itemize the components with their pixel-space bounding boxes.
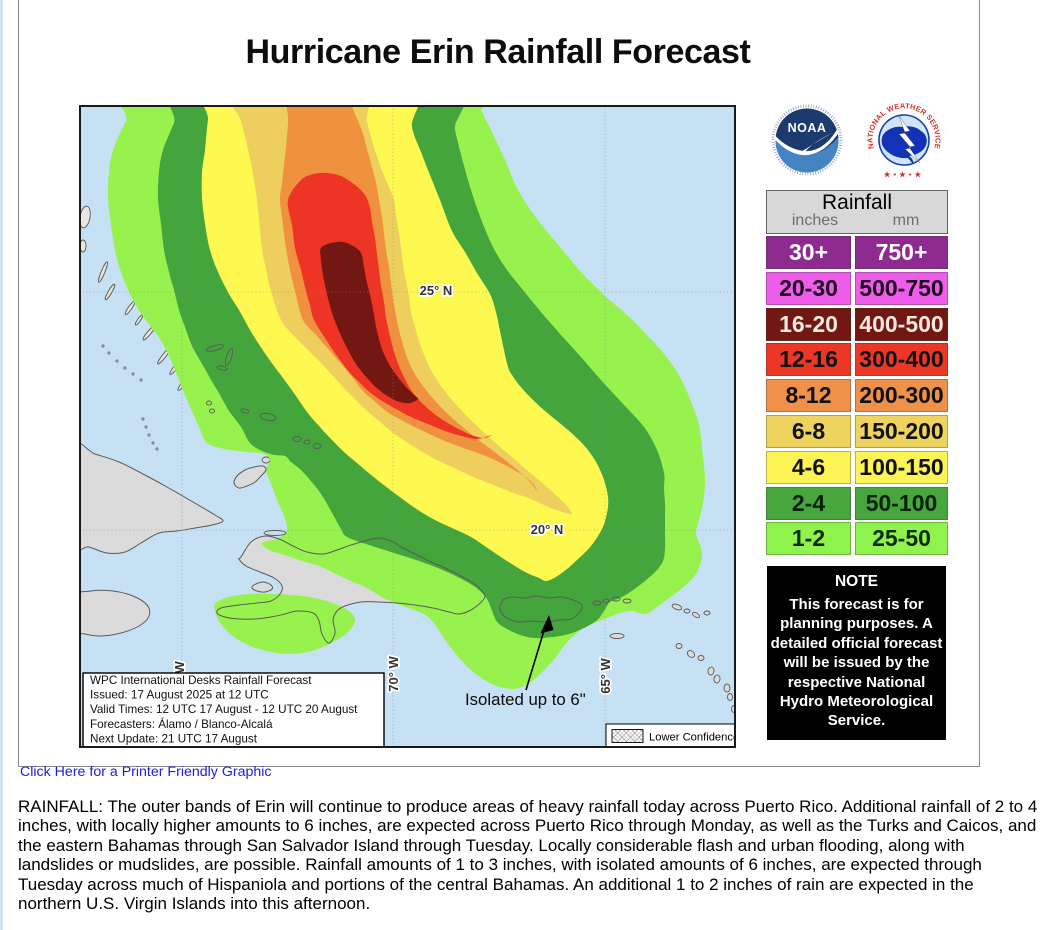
svg-text:25° N: 25° N	[420, 283, 453, 298]
svg-text:Valid Times: 12 UTC 17 August: Valid Times: 12 UTC 17 August - 12 UTC 2…	[90, 703, 358, 716]
svg-text:★•★•★: ★•★•★	[884, 170, 924, 179]
svg-text:Issued: 17 August 2025 at 12 U: Issued: 17 August 2025 at 12 UTC	[90, 689, 269, 702]
svg-text:NOAA: NOAA	[788, 121, 827, 135]
svg-text:Forecasters: Álamo / Blanco-Al: Forecasters: Álamo / Blanco-Alcalá	[90, 718, 273, 731]
svg-text:70° W: 70° W	[386, 656, 401, 692]
svg-text:WPC International Desks Rainfa: WPC International Desks Rainfall Forecas…	[90, 674, 312, 687]
svg-text:65° W: 65° W	[598, 658, 613, 694]
svg-text:Next Update: 21 UTC 17 August: Next Update: 21 UTC 17 August	[90, 732, 258, 745]
svg-text:Lower Confidence: Lower Confidence	[649, 732, 736, 744]
svg-text:Isolated up to 6": Isolated up to 6"	[465, 690, 586, 709]
svg-text:20° N: 20° N	[531, 522, 564, 537]
